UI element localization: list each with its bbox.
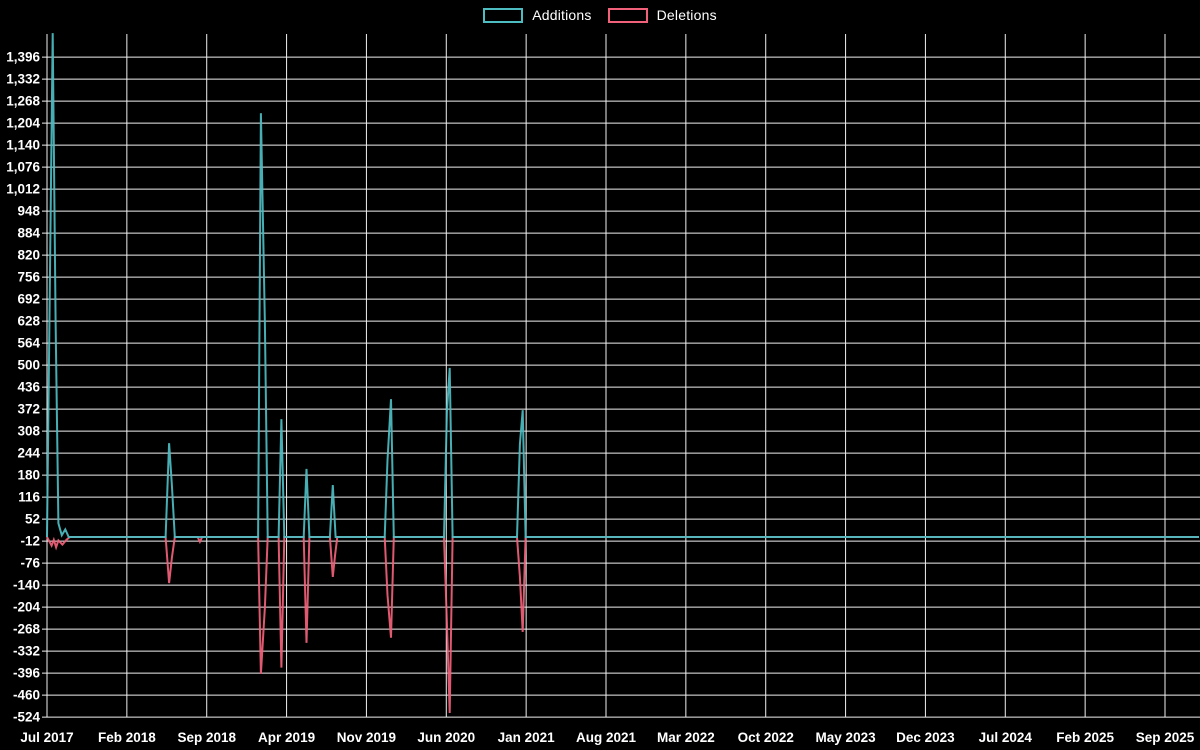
y-axis-tick-label: 692 <box>17 292 40 307</box>
x-axis-tick-label: Dec 2023 <box>896 730 955 745</box>
y-axis-tick-label: 884 <box>17 226 40 241</box>
y-axis-tick-label: 1,396 <box>6 50 40 65</box>
y-axis-tick-label: 564 <box>17 336 40 351</box>
y-axis-tick-label: 500 <box>17 358 40 373</box>
y-axis-tick-label: 1,204 <box>6 116 40 131</box>
y-axis-tick-label: -268 <box>13 622 41 637</box>
y-axis-tick-label: 180 <box>17 468 40 483</box>
additions-swatch-icon <box>483 7 524 23</box>
legend-item-deletions[interactable]: Deletions <box>607 7 717 23</box>
x-axis-tick-label: Jan 2021 <box>498 730 556 745</box>
y-axis-tick-label: -460 <box>13 688 40 703</box>
y-axis-tick-label: 436 <box>17 380 40 395</box>
x-axis-tick-label: Oct 2022 <box>738 730 794 745</box>
y-axis-tick-label: 52 <box>25 512 40 527</box>
y-axis-tick-label: 1,076 <box>6 160 40 175</box>
y-axis-tick-label: -396 <box>13 666 41 681</box>
y-axis-tick-label: -524 <box>13 710 41 725</box>
y-axis-tick-label: 308 <box>17 424 40 439</box>
x-axis-tick-label: Apr 2019 <box>258 730 315 745</box>
deletions-swatch-icon <box>607 7 648 23</box>
y-axis-tick-label: 1,012 <box>6 182 40 197</box>
y-axis-tick-label: 820 <box>17 248 40 263</box>
y-axis-tick-label: 756 <box>17 270 40 285</box>
x-axis-tick-label: Jun 2020 <box>417 730 475 745</box>
y-axis-tick-label: 1,268 <box>6 94 40 109</box>
y-axis-tick-label: -76 <box>20 556 40 571</box>
additions-legend-label: Additions <box>532 7 592 23</box>
y-axis-tick-label: 948 <box>17 204 40 219</box>
y-axis-tick-label: -332 <box>13 644 40 659</box>
deletions-legend-label: Deletions <box>656 7 717 23</box>
x-axis-tick-label: Nov 2019 <box>337 730 396 745</box>
x-axis-tick-label: Feb 2025 <box>1056 730 1114 745</box>
y-axis-tick-label: 116 <box>18 490 40 505</box>
x-axis-tick-label: May 2023 <box>816 730 877 745</box>
y-axis-tick-label: 1,332 <box>6 72 40 87</box>
x-axis-tick-label: Sep 2018 <box>177 730 236 745</box>
additions-line <box>46 33 1199 538</box>
x-axis-tick-label: Sep 2025 <box>1136 730 1195 745</box>
x-axis-tick-label: Jul 2024 <box>979 730 1033 745</box>
y-axis-tick-label: 1,140 <box>6 138 40 153</box>
y-axis-tick-label: -140 <box>13 578 40 593</box>
y-axis-tick-label: 244 <box>17 446 40 461</box>
x-axis-tick-label: Feb 2018 <box>98 730 156 745</box>
chart-legend: Additions Deletions <box>0 7 1200 23</box>
legend-item-additions[interactable]: Additions <box>483 7 591 23</box>
y-axis-tick-label: -12 <box>20 534 40 549</box>
x-axis-tick-label: Jul 2017 <box>20 730 73 745</box>
y-axis-tick-label: -204 <box>13 600 41 615</box>
y-axis-tick-label: 628 <box>17 314 40 329</box>
y-axis-tick-label: 372 <box>17 402 40 417</box>
x-axis-tick-label: Mar 2022 <box>657 730 715 745</box>
x-axis-tick-label: Aug 2021 <box>576 730 637 745</box>
